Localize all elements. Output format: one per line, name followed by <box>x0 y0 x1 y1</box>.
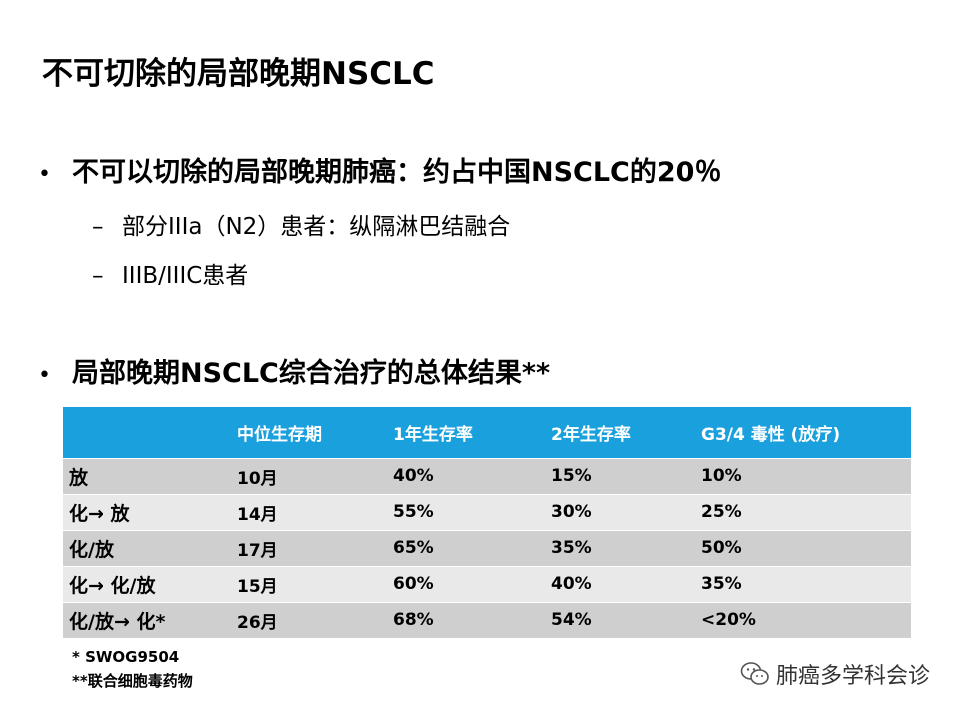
table-cell: 14月 <box>237 504 278 525</box>
table-cell: 25% <box>701 502 742 522</box>
sub-bullet-1: – 部分IIIa（N2）患者：纵隔淋巴结融合 <box>92 207 510 241</box>
bullet-1: • 不可以切除的局部晚期肺癌：约占中国NSCLC的20％ <box>38 150 721 189</box>
table-header-cell <box>63 407 237 458</box>
table-header-row: 中位生存期 1年生存率 2年生存率 G3/4 毒性 (放疗) <box>63 407 911 458</box>
sub-bullet-1-text: 部分IIIa（N2）患者：纵隔淋巴结融合 <box>122 214 511 240</box>
table-cell: 化/放→ 化* <box>69 610 166 633</box>
table-cell: 35% <box>551 538 592 558</box>
bullet-2-text: 局部晚期NSCLC综合治疗的总体结果** <box>72 358 551 389</box>
results-table: 中位生存期 1年生存率 2年生存率 G3/4 毒性 (放疗) 放 10月 40%… <box>63 407 911 638</box>
table-row: 放 10月 40% 15% 10% <box>63 458 911 494</box>
table-cell: 40% <box>393 466 434 486</box>
table-cell: 54% <box>551 610 592 631</box>
table-cell: 60% <box>393 574 434 594</box>
table-cell: 10% <box>701 466 742 486</box>
sub-dash: – <box>92 214 104 240</box>
table-cell: 15% <box>551 466 592 486</box>
wechat-icon <box>740 662 769 685</box>
table-row: 化/放→ 化* 26月 68% 54% <20% <box>63 602 911 638</box>
slide-title: 不可切除的局部晚期NSCLC <box>42 56 435 92</box>
table-header-cell: 2年生存率 <box>551 424 631 445</box>
table-cell: 50% <box>701 538 742 558</box>
table-cell: 化→ 化/放 <box>69 574 156 597</box>
table-header-cell: 中位生存期 <box>237 424 322 445</box>
table-cell: 化/放 <box>69 538 114 561</box>
bullet-1-text: 不可以切除的局部晚期肺癌：约占中国NSCLC的20％ <box>72 157 722 188</box>
table-cell: 26月 <box>237 612 278 633</box>
table-cell: <20% <box>701 610 756 631</box>
sub-bullet-2: – IIIB/IIIC患者 <box>92 256 248 290</box>
watermark-text: 肺癌多学科会诊 <box>775 664 930 689</box>
table-cell: 30% <box>551 502 592 522</box>
table-header-cell: G3/4 毒性 (放疗) <box>701 424 841 445</box>
table-row: 化→ 放 14月 55% 30% 25% <box>63 494 911 530</box>
table-cell: 40% <box>551 574 592 594</box>
table-cell: 65% <box>393 538 434 558</box>
bullet-dot: • <box>38 363 51 388</box>
table-row: 化→ 化/放 15月 60% 40% 35% <box>63 566 911 602</box>
bullet-2: • 局部晚期NSCLC综合治疗的总体结果** <box>38 351 550 390</box>
sub-bullet-2-text: IIIB/IIIC患者 <box>122 263 249 289</box>
sub-dash: – <box>92 263 104 289</box>
table-cell: 10月 <box>237 468 278 489</box>
table-cell: 55% <box>393 502 434 522</box>
footnote-1: * SWOG9504 <box>72 648 180 666</box>
table-cell: 15月 <box>237 576 278 597</box>
table-cell: 放 <box>69 466 89 489</box>
table-row: 化/放 17月 65% 35% 50% <box>63 530 911 566</box>
watermark: 肺癌多学科会诊 <box>740 658 930 690</box>
table-cell: 化→ 放 <box>69 502 130 525</box>
table-header-cell: 1年生存率 <box>393 424 473 445</box>
table-cell: 17月 <box>237 540 278 561</box>
footnote-2: **联合细胞毒药物 <box>72 672 193 690</box>
table-cell: 68% <box>393 610 434 631</box>
bullet-dot: • <box>38 162 51 187</box>
table-cell: 35% <box>701 574 742 594</box>
